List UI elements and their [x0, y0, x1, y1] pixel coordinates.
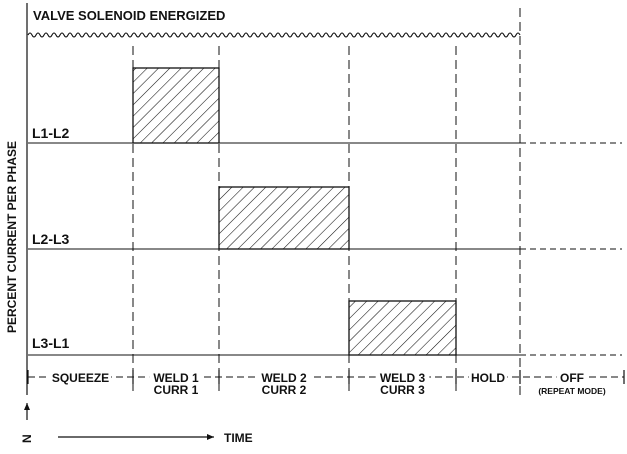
phase-label-l2-l3: L2-L3 [32, 231, 70, 247]
interval-label-backing [468, 370, 508, 384]
interval-label-backing [375, 370, 430, 384]
interval-label: CURR 2 [262, 383, 307, 397]
interval-label: (REPEAT MODE) [538, 386, 606, 396]
interval-ticks [27, 370, 625, 384]
phase-label-l3-l1: L3-L1 [32, 335, 70, 351]
valve-solenoid-wavy-line [27, 32, 521, 38]
interval-label-backing [556, 370, 588, 384]
interval-label: HOLD [471, 371, 505, 385]
y-axis-label: PERCENT CURRENT PER PHASE [5, 141, 19, 333]
n-label: N [20, 434, 34, 443]
phase-label-l1-l2: L1-L2 [32, 125, 70, 141]
interval-label: OFF [560, 371, 584, 385]
interval-label-backing [49, 370, 112, 384]
interval-label: WELD 3 [380, 371, 426, 385]
time-label: TIME [224, 431, 253, 445]
interval-label-backing [149, 370, 203, 384]
interval-label: CURR 3 [380, 383, 425, 397]
interval-label: WELD 1 [153, 371, 199, 385]
pulse-l3-l1-weld3 [348, 300, 457, 356]
valve-solenoid-title: VALVE SOLENOID ENERGIZED [33, 8, 225, 23]
interval-label: WELD 2 [261, 371, 307, 385]
pulse-l2-l3-weld2 [218, 186, 350, 250]
interval-label: CURR 1 [154, 383, 199, 397]
pulse-l1-l2-weld1 [132, 67, 220, 144]
interval-label: SQUEEZE [52, 371, 109, 385]
interval-label-backing [257, 370, 311, 384]
